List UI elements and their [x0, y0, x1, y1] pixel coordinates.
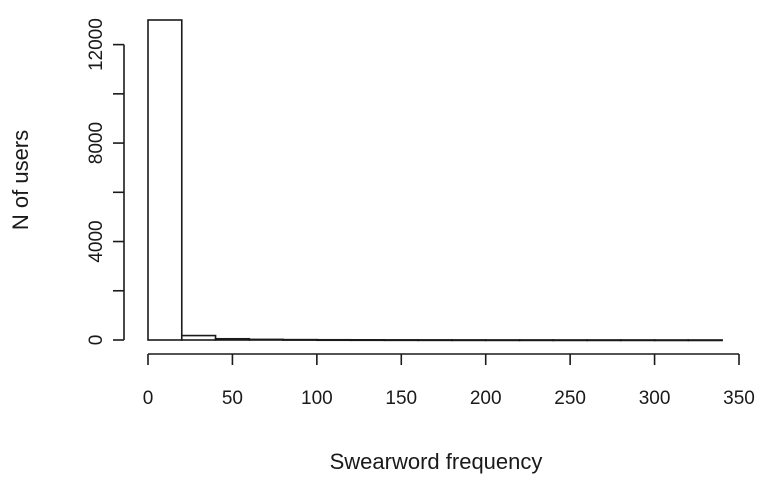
y-tick-label: 8000	[86, 122, 107, 164]
x-axis: 0 50 100 150 200 250 300 350	[143, 353, 755, 409]
x-tick-label: 250	[554, 388, 586, 409]
histogram-bar	[484, 339, 521, 342]
y-tick-label: 12000	[86, 18, 107, 71]
x-axis-title: Swearword frequency	[330, 449, 543, 474]
histogram-bar	[147, 19, 183, 341]
histogram-bar	[214, 337, 251, 341]
histogram-bar	[248, 338, 284, 341]
histogram-bar	[586, 339, 622, 342]
y-tick-label: 4000	[86, 220, 107, 262]
x-tick-label: 50	[222, 388, 243, 409]
x-tick-label: 150	[385, 388, 417, 409]
x-tick-label: 200	[470, 388, 502, 409]
histogram-bar	[180, 334, 217, 341]
x-tick-label: 350	[723, 388, 755, 409]
histogram-bar	[552, 339, 588, 342]
histogram-bar	[451, 339, 487, 342]
x-tick-label: 300	[639, 388, 671, 409]
histogram-bars	[147, 19, 723, 342]
histogram-bar	[417, 339, 453, 342]
histogram-bar	[518, 339, 555, 342]
histogram-bar	[349, 339, 386, 342]
histogram-bar	[687, 339, 723, 342]
y-axis: 0 4000 8000 12000	[86, 18, 125, 346]
y-axis-title: N of users	[8, 130, 33, 230]
histogram-bar	[316, 338, 352, 342]
x-tick-label: 100	[301, 388, 333, 409]
histogram-bar	[653, 339, 690, 342]
y-tick-label: 0	[86, 335, 107, 346]
x-tick-label: 0	[143, 388, 154, 409]
histogram-bar	[619, 339, 656, 342]
histogram-bar	[383, 339, 419, 342]
histogram-bar	[282, 338, 318, 341]
